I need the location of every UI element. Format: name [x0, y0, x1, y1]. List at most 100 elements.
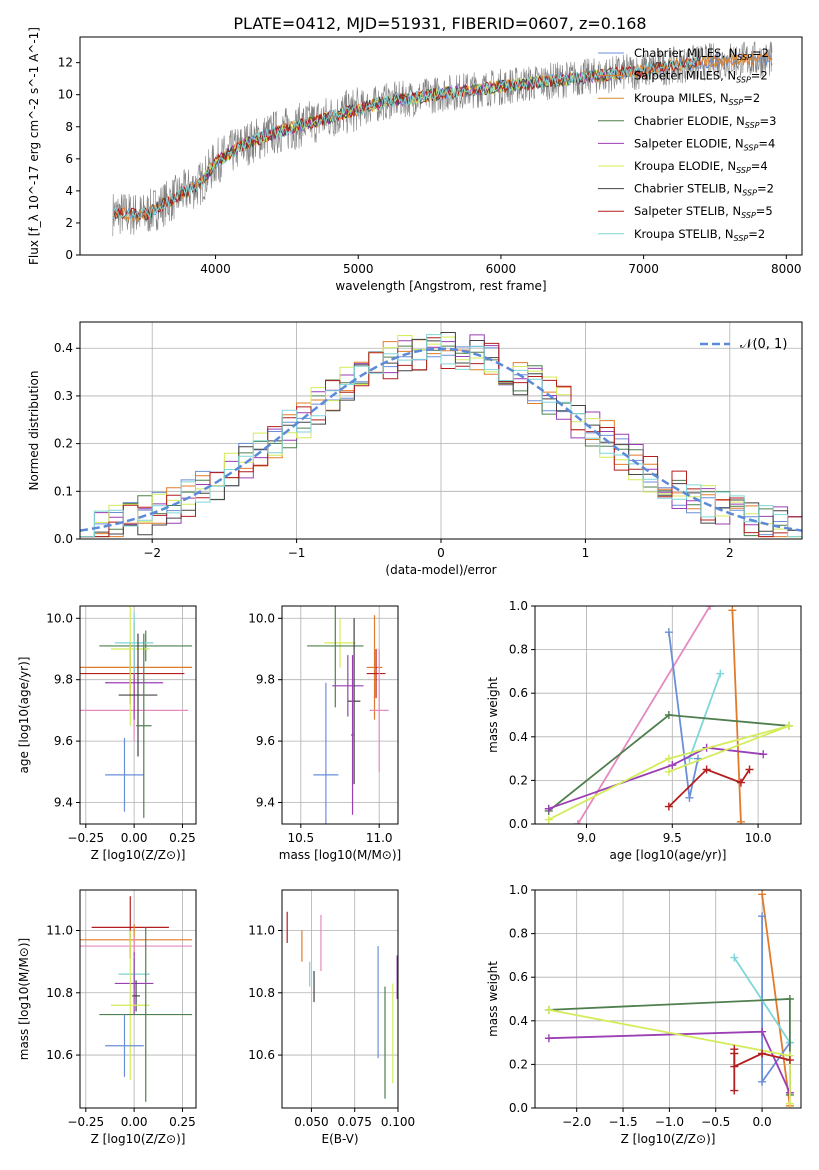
mass-vs-z-ytick-label-1: 10.8 — [46, 986, 73, 1000]
age-vs-z-point-8 — [118, 633, 158, 757]
massweight-vs-age-marker-4-1 — [664, 711, 673, 719]
massweight-vs-z-marker-1-1 — [758, 1077, 767, 1086]
massweight-vs-age-plot-area — [544, 606, 793, 824]
age-vs-mass-ytick-label-3: 10.0 — [248, 611, 275, 625]
massweight-vs-age-marker-5-0 — [544, 804, 553, 813]
spectrum-model-6 — [112, 56, 702, 222]
spectrum-ytick-label-1: 2 — [65, 216, 73, 230]
massweight-vs-z-marker-1-0 — [758, 912, 767, 921]
spectrum-legend-entry-8: Kroupa STELIB, NSSP=2 — [634, 227, 765, 243]
age-vs-mass-point-8 — [350, 655, 355, 815]
massweight-vs-z-xtick-label-4: 0.0 — [753, 1115, 772, 1129]
massweight-vs-age-marker-5-1 — [668, 761, 677, 770]
residuals-ytick-label-4: 0.4 — [54, 341, 73, 355]
residuals-plot-area — [80, 332, 802, 538]
age-vs-mass-ytick-label-2: 9.8 — [256, 673, 275, 687]
spectrum-legend: Chabrier MILES, NSSP=2 Salpeter MILES, NS… — [598, 46, 776, 243]
massweight-vs-age-series-0 — [577, 606, 711, 824]
spectrum-legend-entry-6: Chabrier STELIB, NSSP=2 — [634, 182, 774, 198]
massweight-vs-age-ylabel: mass weight — [486, 677, 500, 753]
age-vs-z-xtick-label-0: −0.25 — [67, 831, 104, 845]
age-vs-mass-ytick-label-0: 9.4 — [256, 796, 275, 810]
age-vs-z-point-9 — [136, 633, 152, 818]
massweight-vs-age-ytick-label-0: 0.0 — [509, 817, 528, 831]
massweight-vs-z-ytick-label-4: 0.8 — [509, 927, 528, 941]
age-vs-mass-frame — [281, 605, 399, 825]
spectrum-xtick-label-2: 6000 — [486, 262, 517, 276]
massweight-vs-age-marker-8-3 — [745, 765, 754, 774]
massweight-vs-z-plot-area — [544, 890, 794, 1108]
age-vs-z-point-5 — [110, 606, 150, 726]
massweight-vs-age-marker-0-1 — [706, 606, 715, 610]
massweight-vs-z-marker-5-2 — [785, 1099, 794, 1108]
massweight-vs-age-marker-2-0 — [664, 628, 673, 637]
massweight-vs-z-marker-7-1 — [730, 1045, 739, 1054]
residuals-xtick-label-2: 0 — [437, 546, 445, 560]
massweight-vs-z-xtick-label-3: −0.5 — [701, 1115, 730, 1129]
massweight-vs-age-marker-7-1 — [784, 721, 793, 730]
age-vs-z-point-7 — [105, 738, 144, 812]
spectrum-model-7 — [112, 56, 702, 220]
massweight-vs-z-ytick-label-0: 0.0 — [509, 1101, 528, 1115]
spectrum-legend-entry-0: Chabrier MILES, NSSP=2 — [634, 46, 769, 62]
massweight-vs-z-ytick-label-5: 1.0 — [509, 883, 528, 897]
massweight-vs-age-series-7 — [668, 725, 790, 773]
massweight-vs-z-ytick-label-2: 0.4 — [509, 1014, 528, 1028]
massweight-vs-z-marker-5-0 — [544, 1005, 553, 1014]
massweight-vs-age-series-5 — [548, 746, 764, 810]
spectrum-legend-entry-1: Salpeter MILES, NSSP=2 — [634, 69, 768, 85]
spectrum-legend-entry-4: Salpeter ELODIE, NSSP=4 — [634, 136, 775, 152]
massweight-vs-age-marker-8-0 — [664, 802, 673, 811]
massweight-vs-age-series-8 — [668, 768, 751, 808]
residual-histogram-1 — [80, 339, 802, 538]
residuals-chart: −2 −1 0 1 2 0.0 0.1 0.2 0.3 0.4 (data-model)/error… — [27, 321, 803, 577]
age-vs-z-ylabel: age [log10(age/yr)] — [17, 657, 31, 774]
residuals-ytick-label-2: 0.2 — [54, 437, 73, 451]
massweight-vs-z-marker-6-2 — [758, 1049, 767, 1058]
age-vs-mass-point-7 — [313, 682, 339, 824]
massweight-vs-age-marker-8-2 — [736, 778, 745, 787]
mass-vs-ebv-chart: 0.050 0.075 0.100 10.6 10.8 11.0 E(B-V) — [248, 889, 415, 1146]
spectrum-ytick-label-2: 4 — [65, 184, 73, 198]
massweight-vs-age-ytick-label-2: 0.4 — [509, 730, 528, 744]
massweight-vs-z-marker-4-1 — [758, 1027, 767, 1036]
spectrum-ytick-label-5: 10 — [58, 88, 73, 102]
mass-vs-z-point-8 — [99, 927, 193, 1102]
mass-vs-z-xtick-label-0: −0.25 — [67, 1115, 104, 1129]
age-vs-mass-ytick-label-1: 9.6 — [256, 734, 275, 748]
age-vs-z-chart: −0.25 0.00 0.25 9.4 9.6 9.8 10.0 Z [log10(Z/Z⊙)… — [17, 605, 197, 862]
spectrum-xlabel: wavelength [Angstrom, rest frame] — [335, 279, 546, 293]
residuals-ylabel: Normed distribution — [27, 371, 41, 491]
massweight-vs-age-marker-3-1 — [716, 669, 725, 678]
age-vs-mass-plot-area — [307, 606, 389, 824]
massweight-vs-age-marker-7-0 — [664, 767, 673, 776]
age-vs-mass-point-1 — [307, 606, 364, 708]
mass-vs-ebv-xtick-label-0: 0.050 — [294, 1115, 328, 1129]
age-vs-mass-point-3 — [366, 648, 386, 699]
massweight-vs-z-xtick-label-2: −1.0 — [655, 1115, 684, 1129]
massweight-vs-z-marker-6-3 — [785, 1056, 794, 1065]
age-vs-mass-xlabel: mass [log10(M/M⊙)] — [279, 848, 401, 862]
massweight-vs-age-marker-0-0 — [573, 820, 582, 824]
massweight-vs-z-xtick-label-0: −2.0 — [562, 1115, 591, 1129]
massweight-vs-age-marker-5-3 — [759, 750, 768, 759]
spectrum-ylabel: Flux [f_λ 10^-17 erg cm^-2 s^-1 A^-1] — [27, 27, 41, 265]
massweight-vs-z-marker-0-0 — [758, 890, 767, 899]
massweight-vs-z-ylabel: mass weight — [486, 961, 500, 1037]
age-vs-mass-point-0 — [324, 618, 356, 668]
mass-vs-ebv-xtick-label-2: 0.100 — [381, 1115, 415, 1129]
mass-vs-z-ytick-label-2: 11.0 — [46, 923, 73, 937]
residuals-ytick-label-1: 0.1 — [54, 484, 73, 498]
massweight-vs-age-marker-1-0 — [728, 606, 737, 615]
normal-legend-label: 𝒩(0, 1) — [740, 337, 787, 352]
spectrum-xtick-label-3: 7000 — [628, 262, 659, 276]
residuals-xtick-label-3: 1 — [582, 546, 590, 560]
spectrum-ytick-label-0: 0 — [65, 248, 73, 262]
age-vs-z-frame — [79, 605, 197, 825]
mass-vs-z-point-9 — [105, 1014, 144, 1077]
mass-vs-ebv-ytick-label-1: 10.8 — [248, 986, 275, 1000]
massweight-vs-age-marker-6-1 — [664, 754, 673, 763]
residuals-xtick-label-1: −1 — [288, 546, 306, 560]
spectrum-xtick-label-4: 8000 — [771, 262, 802, 276]
